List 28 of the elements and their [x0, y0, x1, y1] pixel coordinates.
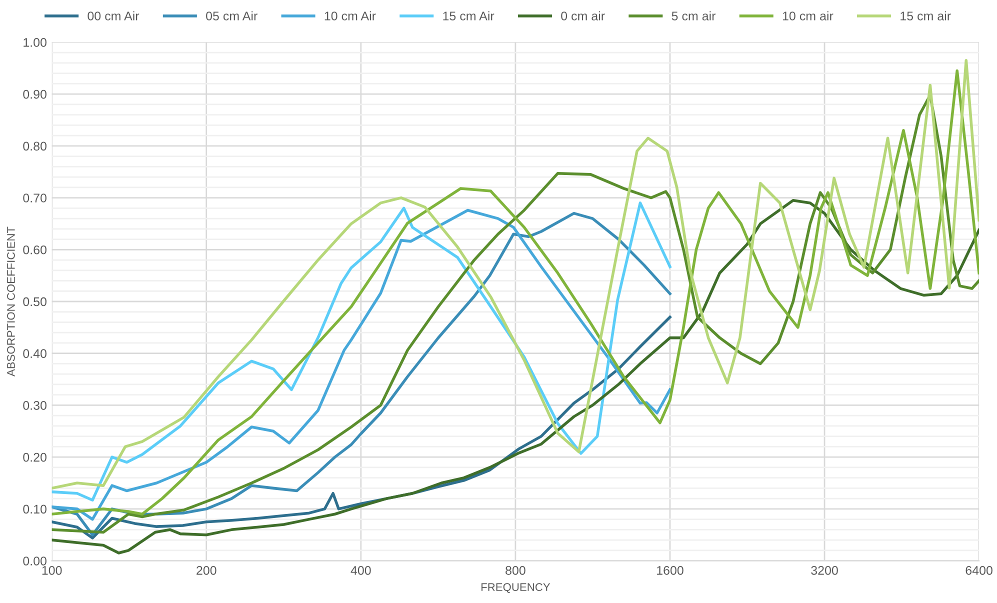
y-tick-label: 0.00 [23, 556, 46, 566]
x-tick-label: 200 [196, 566, 216, 575]
x-axis-title: FREQUENCY [481, 583, 550, 594]
y-tick-label: 0.40 [23, 349, 46, 358]
x-tick-label: 400 [350, 566, 371, 575]
legend-label: 5 cm air [672, 11, 716, 20]
y-tick-label: 1.00 [24, 38, 46, 47]
y-tick-label: 0.80 [23, 142, 46, 151]
x-tick-label: 1600 [657, 566, 684, 575]
legend-label: 10 cm Air [324, 11, 376, 20]
legend-label: 00 cm Air [88, 11, 140, 20]
y-tick-label: 0.90 [23, 90, 46, 99]
legend-label: 05 cm Air [206, 11, 258, 20]
y-axis-title: ABSORPTION COEFFICIENT [7, 226, 15, 376]
y-tick-label: 0.30 [23, 401, 46, 410]
legend-label: 15 cm air [900, 11, 951, 20]
y-tick-label: 0.70 [23, 194, 46, 202]
x-tick-label: 6400 [966, 566, 992, 575]
legend-label: 0 cm air [561, 11, 605, 20]
x-tick-label: 800 [506, 566, 526, 575]
y-tick-label: 0.50 [23, 297, 46, 306]
x-tick-label: 3200 [811, 566, 838, 575]
y-tick-label: 0.10 [23, 504, 46, 514]
y-tick-label: 0.60 [23, 245, 46, 254]
legend-label: 15 cm Air [443, 11, 494, 20]
y-tick-label: 0.20 [23, 452, 46, 462]
x-tick-label: 100 [42, 566, 62, 575]
legend-label: 10 cm air [782, 11, 834, 20]
